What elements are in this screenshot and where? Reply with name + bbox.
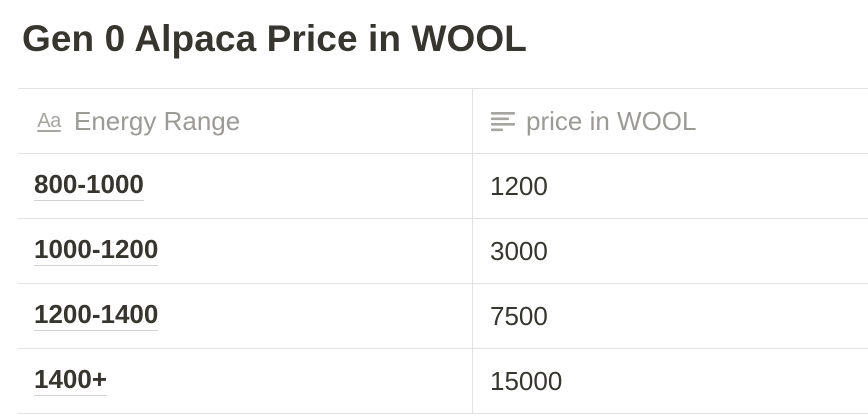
column-header-price[interactable]: price in WOOL: [473, 89, 868, 153]
column-header-label: price in WOOL: [526, 105, 697, 136]
table-header-row: Aa Energy Range price in WOOL: [18, 89, 868, 154]
price-value: 3000: [490, 235, 548, 266]
column-header-energy-range[interactable]: Aa Energy Range: [18, 89, 473, 153]
text-property-icon: Aa: [37, 109, 61, 132]
lines-icon: [490, 110, 516, 132]
price-value: 7500: [490, 300, 548, 331]
row-title-link[interactable]: 1200-1400: [34, 299, 159, 331]
row-title-link[interactable]: 1400+: [34, 364, 108, 396]
price-cell[interactable]: 7500: [473, 284, 868, 348]
row-title-link[interactable]: 1000-1200: [34, 234, 159, 266]
row-title-link[interactable]: 800-1000: [34, 169, 144, 201]
database-table: Aa Energy Range price in WOOL 800-1000 1…: [18, 88, 868, 414]
price-value: 1200: [490, 170, 548, 201]
table-row: 1400+ 15000: [18, 349, 868, 414]
table-row: 1000-1200 3000: [18, 219, 868, 284]
price-value: 15000: [490, 365, 563, 396]
energy-range-cell[interactable]: 800-1000: [18, 154, 473, 218]
energy-range-cell[interactable]: 1400+: [18, 349, 473, 413]
price-cell[interactable]: 15000: [473, 349, 868, 413]
energy-range-cell[interactable]: 1000-1200: [18, 219, 473, 283]
table-row: 1200-1400 7500: [18, 284, 868, 349]
page-title: Gen 0 Alpaca Price in WOOL: [22, 18, 527, 59]
price-cell[interactable]: 1200: [473, 154, 868, 218]
column-header-label: Energy Range: [74, 105, 241, 136]
energy-range-cell[interactable]: 1200-1400: [18, 284, 473, 348]
table-row: 800-1000 1200: [18, 154, 868, 219]
price-cell[interactable]: 3000: [473, 219, 868, 283]
